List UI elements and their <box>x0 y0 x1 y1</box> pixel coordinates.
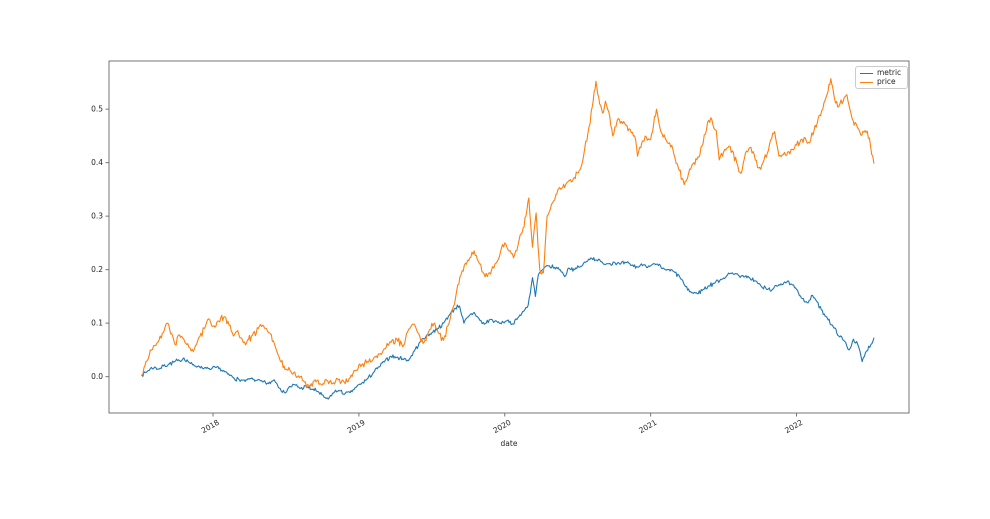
legend-item-metric: metric <box>860 69 903 77</box>
legend-item-price: price <box>860 78 903 86</box>
x-axis-label: date <box>501 439 518 448</box>
legend-label-price: price <box>877 77 896 86</box>
legend-label-metric: metric <box>877 68 902 77</box>
y-tick-label: 0.4 <box>91 158 103 167</box>
legend: metric price <box>855 66 908 89</box>
y-tick-label: 0.5 <box>91 105 103 114</box>
metric-line <box>141 257 875 400</box>
price-line <box>141 78 875 389</box>
x-tick-label: 2019 <box>346 418 367 435</box>
x-tick-label: 2020 <box>492 418 513 435</box>
x-tick-label: 2018 <box>200 418 221 435</box>
plot-border <box>108 60 910 414</box>
metric-line-swatch-icon <box>860 72 873 74</box>
x-tick-label: 2021 <box>637 418 658 435</box>
y-tick-label: 0.2 <box>91 265 103 274</box>
x-tick-label: 2022 <box>783 418 804 435</box>
y-tick-label: 0.3 <box>91 212 103 221</box>
y-tick-label: 0.1 <box>91 319 103 328</box>
price-line-swatch-icon <box>860 81 873 83</box>
y-tick-label: 0.0 <box>91 372 103 381</box>
